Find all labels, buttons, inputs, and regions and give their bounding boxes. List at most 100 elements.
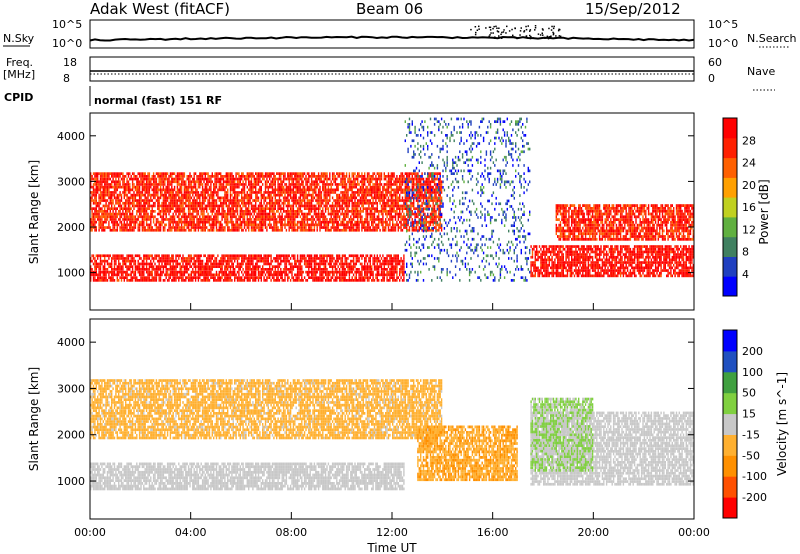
echo-cell [159,268,160,271]
echo-cell [205,274,206,277]
echo-cell [319,271,320,274]
echo-cell [131,271,132,274]
echo-cell [303,279,304,282]
echo-cell [221,276,222,279]
echo-cell [124,279,125,282]
echo-cell [324,254,325,257]
echo-cell [252,260,253,263]
echo-cell [286,265,287,268]
echo-cell [283,268,284,271]
echo-cell [153,257,154,260]
echo-cell [140,263,141,266]
echo-cell [140,268,141,271]
echo-cell [178,254,179,257]
echo-cell [124,276,125,279]
echo-cell [184,274,185,277]
echo-cell [142,274,143,277]
echo-cell [199,263,200,266]
echo-cell [126,271,127,274]
echo-cell [324,276,325,279]
echo-cell [254,254,255,257]
echo-cell [234,271,235,274]
echo-cell [255,263,256,266]
echo-cell [206,265,207,268]
echo-cell [206,274,207,277]
echo-cell [206,279,207,282]
echo-cell [203,271,204,274]
echo-cell [117,274,118,277]
nsky-point [521,27,523,29]
echo-cell [254,268,255,271]
echo-cell [305,279,306,282]
echo-cell [160,260,161,263]
echo-cell [146,257,147,260]
echo-cell [328,263,329,266]
echo-cell [175,254,176,257]
echo-cell [335,260,336,263]
echo-cell [118,268,119,271]
echo-cell [284,279,285,282]
echo-cell [104,274,105,277]
echo-cell [247,268,248,271]
echo-cell [303,254,304,257]
echo-cell [249,257,250,260]
echo-cell [287,279,288,282]
nsky-point [558,29,560,31]
echo-cell [275,274,276,277]
echo-cell [105,274,106,277]
echo-cell [270,268,271,271]
echo-cell [213,274,214,277]
echo-cell [153,276,154,279]
echo-cell [201,268,202,271]
echo-cell [139,263,140,266]
echo-cell [147,279,148,282]
echo-cell [201,263,202,266]
nsky-point [542,29,544,31]
echo-cell [142,263,143,266]
echo-cell [259,271,260,274]
echo-cell [283,260,284,263]
echo-cell [249,279,250,282]
echo-cell [311,268,312,271]
echo-cell [164,279,165,282]
echo-cell [203,274,204,277]
echo-cell [196,260,197,263]
echo-cell [184,268,185,271]
echo-cell [276,276,277,279]
echo-cell [333,271,334,274]
echo-cell [254,279,255,282]
echo-cell [110,265,111,268]
nsky-point [496,28,498,30]
echo-cell [331,271,332,274]
echo-cell [219,265,220,268]
echo-cell [125,274,126,277]
echo-cell [230,260,231,263]
echo-cell [170,265,171,268]
echo-cell [289,276,290,279]
echo-cell [223,254,224,257]
echo-cell [336,279,337,282]
echo-cell [242,263,243,266]
echo-cell [256,257,257,260]
echo-cell [312,271,313,274]
echo-cell [150,260,151,263]
echo-cell [136,279,137,282]
echo-cell [308,254,309,257]
echo-cell [294,263,295,266]
echo-cell [325,263,326,266]
echo-cell [161,274,162,277]
echo-cell [228,263,229,266]
echo-cell [198,274,199,277]
echo-cell [258,265,259,268]
echo-cell [135,263,136,266]
echo-cell [166,274,167,277]
echo-cell [296,274,297,277]
echo-cell [175,271,176,274]
echo-cell [107,279,108,282]
echo-cell [290,268,291,271]
echo-cell [249,274,250,277]
echo-cell [146,254,147,257]
echo-cell [191,260,192,263]
echo-cell [216,263,217,266]
echo-cell [93,263,94,266]
